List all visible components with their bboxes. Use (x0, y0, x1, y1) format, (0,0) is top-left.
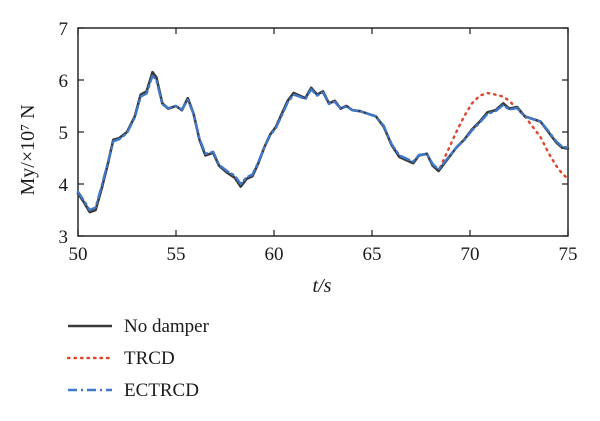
legend-label: TRCD (124, 348, 175, 369)
x-tick-label: 55 (167, 244, 186, 265)
y-axis-title: My/×10⁷ N (17, 104, 39, 195)
plot-border (77, 27, 569, 237)
x-tick-label: 75 (559, 244, 578, 265)
x-tick-label: 60 (265, 244, 284, 265)
legend-label: ECTRCD (124, 380, 199, 401)
chart: 50 55 60 65 70 75 3 4 5 6 7 t/s My/×10⁷ N (17, 19, 578, 297)
series-layer (76, 70, 570, 214)
legend-swatch-ectrcd (68, 388, 112, 392)
legend-item-trcd: TRCD (66, 348, 326, 380)
x-tick-label: 70 (461, 244, 480, 265)
legend: No damper TRCD ECTRCD (66, 316, 326, 412)
legend-swatch-trcd (66, 356, 114, 360)
plot-area (77, 27, 569, 237)
axes: 50 55 60 65 70 75 3 4 5 6 7 (59, 19, 578, 265)
series-line-ectrcd (76, 74, 570, 212)
legend-swatch-no-damper (68, 324, 112, 328)
y-tick-label: 7 (59, 19, 69, 40)
legend-item-ectrcd: ECTRCD (66, 380, 326, 412)
legend-label: No damper (124, 316, 209, 337)
y-tick-label: 4 (59, 175, 69, 196)
y-tick-label: 6 (59, 71, 69, 92)
y-tick-label: 3 (59, 227, 69, 248)
x-tick-label: 50 (69, 244, 88, 265)
x-axis-title: t/s (313, 275, 332, 297)
legend-item-no-damper: No damper (66, 316, 326, 348)
y-tick-label: 5 (59, 123, 69, 144)
x-tick-label: 65 (363, 244, 382, 265)
